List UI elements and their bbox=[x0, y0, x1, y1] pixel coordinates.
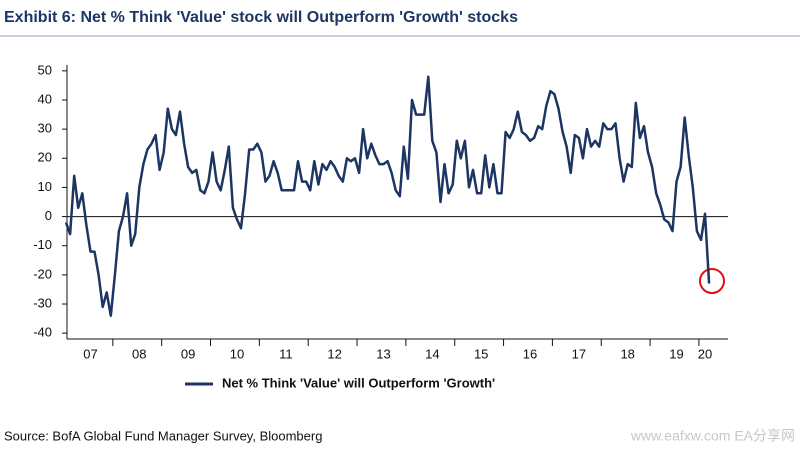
legend-label: Net % Think 'Value' will Outperform 'Gro… bbox=[222, 375, 495, 390]
y-tick-label: -10 bbox=[33, 237, 52, 252]
y-tick-label: 30 bbox=[38, 121, 52, 136]
y-tick-label: -40 bbox=[33, 325, 52, 340]
x-tick-label: 19 bbox=[669, 346, 683, 361]
x-tick-label: 16 bbox=[523, 346, 537, 361]
x-tick-label: 18 bbox=[620, 346, 634, 361]
watermark: www.eafxw.com EA分享网 bbox=[630, 428, 795, 444]
x-tick-label: 11 bbox=[279, 346, 293, 361]
x-tick-label: 08 bbox=[132, 346, 146, 361]
y-tick-label: 40 bbox=[38, 91, 52, 106]
highlight-circle bbox=[699, 268, 725, 294]
x-tick-label: 20 bbox=[698, 346, 712, 361]
series-line bbox=[64, 75, 711, 317]
y-tick-label: 50 bbox=[38, 62, 52, 77]
x-tick-label: 10 bbox=[230, 346, 244, 361]
y-tick-label: -30 bbox=[33, 295, 52, 310]
x-tick-label: 07 bbox=[83, 346, 97, 361]
y-tick-label: 0 bbox=[45, 208, 52, 223]
x-tick-label: 17 bbox=[572, 346, 586, 361]
x-tick-label: 13 bbox=[376, 346, 390, 361]
x-tick-label: 09 bbox=[181, 346, 195, 361]
x-tick-label: 12 bbox=[327, 346, 341, 361]
source: Source: BofA Global Fund Manager Survey,… bbox=[4, 428, 322, 443]
y-tick-label: -20 bbox=[33, 266, 52, 281]
y-tick-label: 20 bbox=[38, 150, 52, 165]
chart-title: Exhibit 6: Net % Think 'Value' stock wil… bbox=[4, 9, 518, 26]
x-tick-label: 15 bbox=[474, 346, 488, 361]
y-tick-label: 10 bbox=[38, 179, 52, 194]
x-tick-label: 14 bbox=[425, 346, 439, 361]
